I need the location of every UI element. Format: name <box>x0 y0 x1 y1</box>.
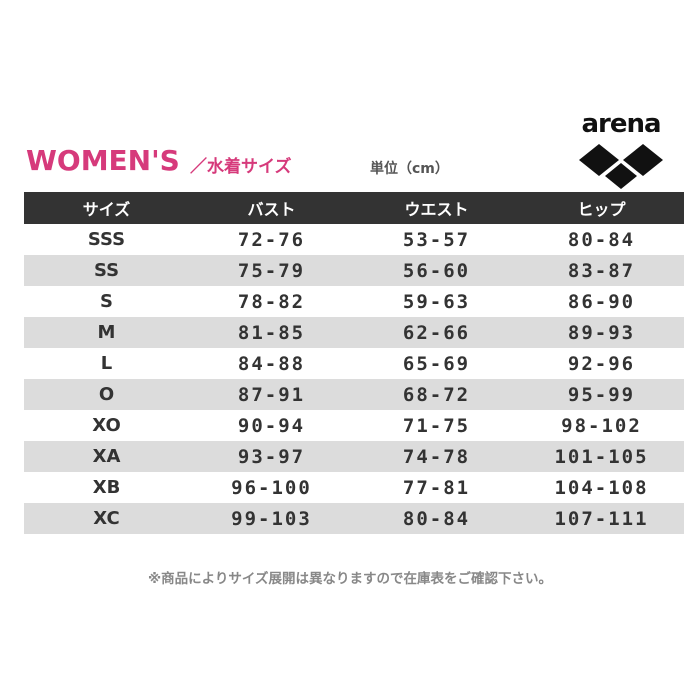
size-cell: XB <box>92 477 121 498</box>
size-cell: L <box>100 353 113 374</box>
measurement-cell: 65-69 <box>402 352 471 375</box>
page-subtitle: ／水着サイズ <box>190 157 292 177</box>
measurement-cell: 80-84 <box>567 228 636 251</box>
measurement-cell: 98-102 <box>561 414 642 437</box>
column-header: ウエスト <box>354 192 519 224</box>
measurement-cell: 68-72 <box>354 379 519 410</box>
measurement-cell: 87-91 <box>189 379 354 410</box>
table-row: M 81-85 62-66 89-93 <box>24 317 684 348</box>
measurement-cell: 75-79 <box>189 255 354 286</box>
measurement-cell: 59-63 <box>402 290 471 313</box>
table-header: サイズ バスト ウエスト ヒップ <box>24 192 684 224</box>
measurement-cell: 83-87 <box>519 255 684 286</box>
table-row: XO 90-94 71-75 98-102 <box>24 410 684 441</box>
table-row: XC 99-103 80-84 107-111 <box>24 503 684 534</box>
measurement-cell: 80-84 <box>354 503 519 534</box>
size-cell: S <box>100 291 113 312</box>
measurement-cell: 86-90 <box>567 290 636 313</box>
diamond-logo-icon <box>579 144 663 189</box>
size-cell: M <box>24 317 189 348</box>
column-header: サイズ <box>24 192 189 224</box>
size-cell: XC <box>24 503 189 534</box>
footnote: ※商品によりサイズ展開は異なりますので在庫表をご確認下さい。 <box>148 571 552 587</box>
measurement-cell: 104-108 <box>554 476 649 499</box>
column-header: バスト <box>189 192 354 224</box>
measurement-cell: 107-111 <box>519 503 684 534</box>
measurement-cell: 101-105 <box>519 441 684 472</box>
measurement-cell: 53-57 <box>402 228 471 251</box>
page-title: WOMEN'S <box>26 144 180 177</box>
unit-label: 単位（cm） <box>370 161 449 177</box>
measurement-cell: 92-96 <box>567 352 636 375</box>
measurement-cell: 90-94 <box>237 414 306 437</box>
measurement-cell: 93-97 <box>189 441 354 472</box>
size-cell: XA <box>24 441 189 472</box>
logo-text: arena <box>581 109 661 139</box>
size-cell: XO <box>92 415 121 436</box>
size-table: サイズ バスト ウエスト ヒップ SSS 72-76 53-57 80-84 SS 75-79 5… <box>24 192 684 534</box>
table-row: O 87-91 68-72 95-99 <box>24 379 684 410</box>
size-cell: SS <box>24 255 189 286</box>
measurement-cell: 96-100 <box>231 476 312 499</box>
table-row: L 84-88 65-69 92-96 <box>24 348 684 379</box>
measurement-cell: 95-99 <box>519 379 684 410</box>
measurement-cell: 89-93 <box>519 317 684 348</box>
measurement-cell: 74-78 <box>354 441 519 472</box>
table-row: SS 75-79 56-60 83-87 <box>24 255 684 286</box>
measurement-cell: 81-85 <box>189 317 354 348</box>
measurement-cell: 99-103 <box>189 503 354 534</box>
arena-logo: arena <box>575 110 667 194</box>
table-row: XB 96-100 77-81 104-108 <box>24 472 684 503</box>
table-row: XA 93-97 74-78 101-105 <box>24 441 684 472</box>
table-row: S 78-82 59-63 86-90 <box>24 286 684 317</box>
measurement-cell: 84-88 <box>237 352 306 375</box>
table-row: SSS 72-76 53-57 80-84 <box>24 224 684 255</box>
column-header: ヒップ <box>519 192 684 224</box>
size-cell: SSS <box>87 229 126 250</box>
size-cell: O <box>24 379 189 410</box>
measurement-cell: 72-76 <box>237 228 306 251</box>
measurement-cell: 77-81 <box>402 476 471 499</box>
measurement-cell: 71-75 <box>402 414 471 437</box>
measurement-cell: 62-66 <box>354 317 519 348</box>
measurement-cell: 78-82 <box>237 290 306 313</box>
measurement-cell: 56-60 <box>354 255 519 286</box>
